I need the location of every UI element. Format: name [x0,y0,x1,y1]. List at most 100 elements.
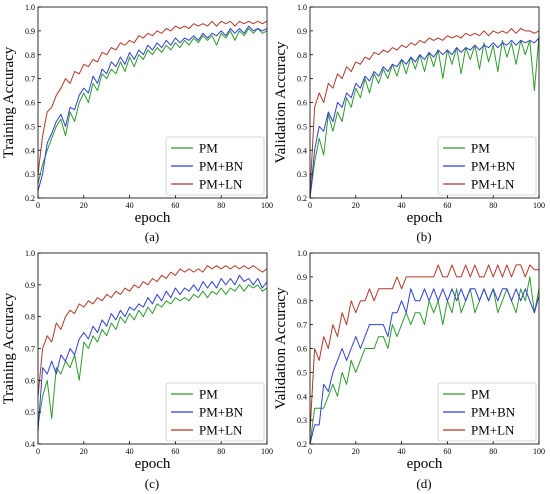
legend-label: PM+LN [471,423,515,438]
legend: PM PM+BN PM+LN [165,136,265,196]
x-tick-label: 20 [352,447,360,456]
series-line-pm-bn [37,25,268,191]
legend-label: PM+LN [199,423,243,438]
legend-box [165,136,265,196]
x-tick-label: 100 [533,201,545,210]
y-tick-label: 0.9 [25,27,35,36]
subplot-caption: (c) [145,476,159,491]
legend-label: PM [199,141,218,156]
legend-label: PM+LN [199,177,243,192]
y-tick-label: 0.8 [297,51,307,60]
y-tick-label: 0.4 [25,146,35,155]
subplot-c: 0 20 40 60 80 100 0.4 0.5 0.6 0.7 0.8 0.9 1.0 epoch Tr… [1,249,273,491]
legend: PM PM+BN PM+LN [165,382,265,442]
y-tick-label: 0.5 [25,122,35,131]
legend-label: PM+BN [199,405,244,420]
legend-label: PM+BN [471,159,516,174]
x-tick-label: 40 [398,447,406,456]
y-tick-label: 0.8 [25,51,35,60]
series-line-pm-ln [37,265,268,397]
x-tick-label: 60 [171,201,179,210]
x-tick-label: 60 [443,201,451,210]
y-tick-label: 1.0 [297,249,307,258]
y-tick-label: 0.7 [25,345,35,354]
subplot-a: 0 20 40 60 80 100 0.2 0.3 0.4 0.5 0.6 0.7 0.8 0.9 1.0 e… [1,3,273,244]
x-tick-label: 40 [126,201,134,210]
y-axis-title: Validation Accuracy [273,287,289,410]
series-line-pm-ln [309,28,540,194]
subplot-d: 0 20 40 60 80 100 0.2 0.3 0.4 0.5 0.6 0.7 0.8 0.9 1.0 e… [273,249,545,491]
x-tick-label: 80 [217,201,225,210]
series-line-pm [309,276,540,445]
x-tick-label: 0 [308,447,312,456]
legend-label: PM [471,387,490,402]
x-axis-title: epoch [135,210,171,226]
series-line-pm-bn [309,288,540,445]
x-tick-label: 100 [533,447,545,456]
legend: PM PM+BN PM+LN [437,136,537,196]
x-tick-label: 100 [261,201,273,210]
series-line-pm [309,35,540,199]
subplot-caption: (b) [416,229,431,244]
subplot-b: 0 20 40 60 80 100 0.2 0.3 0.4 0.5 0.6 0.7 0.8 0.9 1.0 e… [273,3,545,244]
y-tick-label: 0.3 [297,170,307,179]
y-tick-label: 0.7 [297,75,307,84]
y-tick-label: 0.5 [25,408,35,417]
subplot-caption: (a) [145,229,159,244]
y-tick-label: 0.8 [25,313,35,322]
y-tick-label: 0.2 [297,440,307,449]
x-axis-title: epoch [407,210,443,226]
y-tick-label: 0.7 [297,321,307,330]
y-tick-label: 0.5 [297,368,307,377]
y-tick-label: 0.2 [297,194,307,203]
y-axis-title: Training Accuracy [1,46,17,158]
y-tick-label: 0.2 [25,194,35,203]
legend-box [437,382,537,442]
y-tick-label: 0.4 [297,392,307,401]
x-axis-title: epoch [135,456,171,472]
x-tick-label: 100 [261,447,273,456]
legend-box [437,136,537,196]
y-tick-label: 0.5 [297,122,307,131]
y-tick-label: 0.3 [297,416,307,425]
x-tick-label: 0 [308,201,312,210]
series-line-pm-ln [37,20,268,175]
y-tick-label: 1.0 [25,3,35,12]
y-tick-label: 0.9 [297,273,307,282]
x-tick-label: 20 [80,447,88,456]
x-tick-label: 0 [36,447,40,456]
y-tick-label: 0.9 [25,281,35,290]
y-tick-label: 0.6 [297,345,307,354]
legend-label: PM+BN [471,405,516,420]
x-tick-label: 40 [126,447,134,456]
x-tick-label: 80 [489,447,497,456]
x-tick-label: 60 [443,447,451,456]
y-tick-label: 0.4 [25,440,35,449]
x-axis-title: epoch [407,456,443,472]
y-tick-label: 0.3 [25,170,35,179]
subplot-caption: (d) [416,476,431,491]
x-tick-label: 60 [171,447,179,456]
y-tick-label: 0.6 [25,376,35,385]
series-line-pm-bn [309,37,540,199]
y-axis-title: Validation Accuracy [273,41,289,164]
x-tick-label: 20 [80,201,88,210]
y-tick-label: 0.7 [25,75,35,84]
series-line-pm-bn [37,274,268,432]
x-tick-label: 40 [398,201,406,210]
x-tick-label: 20 [352,201,360,210]
y-axis-title: Training Accuracy [1,292,17,404]
x-tick-label: 80 [217,447,225,456]
y-tick-label: 0.4 [297,146,307,155]
legend-label: PM [471,141,490,156]
y-tick-label: 1.0 [297,3,307,12]
y-tick-label: 0.8 [297,297,307,306]
x-tick-label: 80 [489,201,497,210]
series-line-pm-ln [309,264,539,433]
series-line-pm [37,284,268,425]
legend: PM PM+BN PM+LN [437,382,537,442]
legend-label: PM+LN [471,177,515,192]
legend-label: PM+BN [199,159,244,174]
y-tick-label: 1.0 [25,249,35,258]
